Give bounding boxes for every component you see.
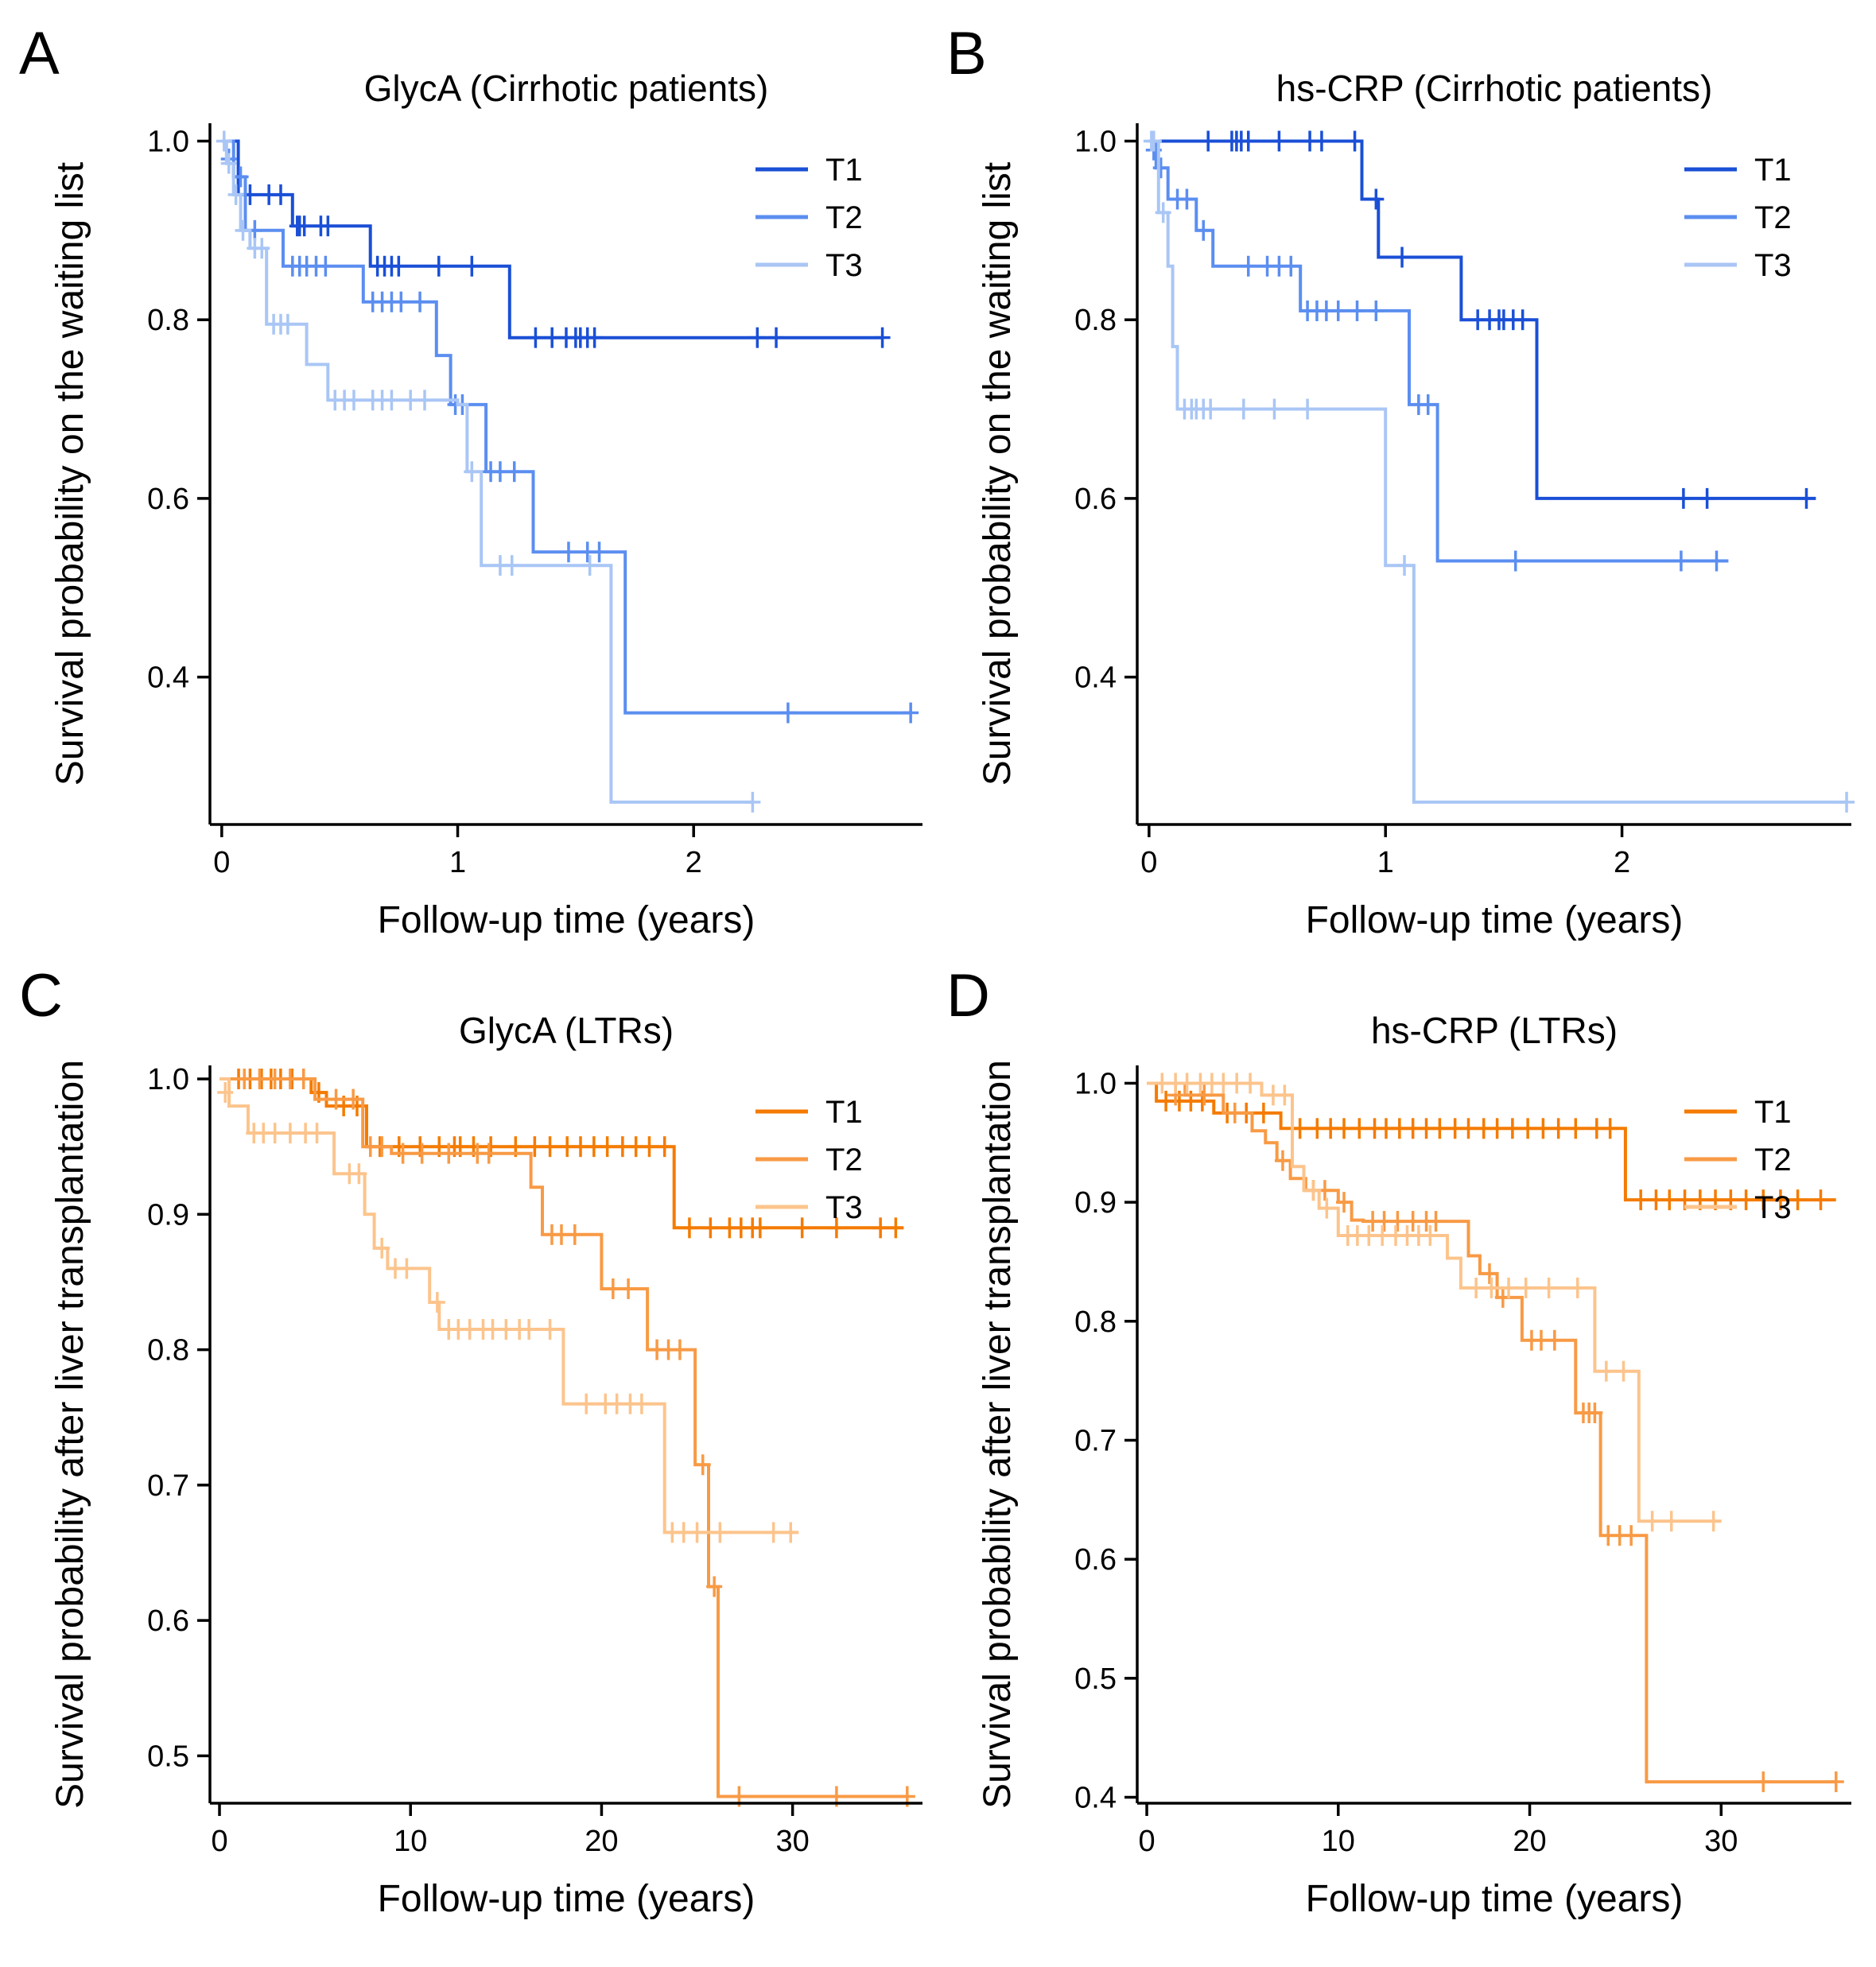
survival-curve [221,139,753,804]
y-tick-label: 0.4 [147,661,189,695]
series-t3 [1147,1073,1722,1532]
panel-title: hs-CRP (LTRs) [1371,1010,1618,1051]
panel-letter: B [946,20,987,87]
x-axis-label: Follow-up time (years) [1306,899,1684,941]
x-tick-label: 2 [686,846,702,879]
panel-b: Bhs-CRP (Cirrhotic patients) 0 1 2 0.4 0.6 0.8… [946,20,1855,941]
y-tick-label: 0.8 [1074,304,1117,337]
y-tick-label: 0.5 [1074,1662,1117,1696]
survival-curve [221,139,911,715]
series-t2 [1147,1081,1844,1793]
y-tick-label: 0.4 [1074,661,1117,695]
legend-label: T2 [1754,200,1792,235]
x-tick-label: 30 [1704,1825,1738,1858]
x-tick-label: 1 [1377,846,1394,879]
series-t1 [221,139,891,348]
legend-label: T2 [1754,1143,1792,1177]
y-tick-label: 0.6 [147,483,189,516]
x-tick-label: 20 [1513,1825,1546,1858]
x-tick-label: 2 [1614,846,1630,879]
x-tick-label: 1 [449,846,466,879]
legend-label: T1 [1754,1095,1792,1130]
legend-label: T3 [1754,248,1792,283]
series-t1 [1148,130,1816,509]
y-tick-label: 0.8 [147,1334,189,1368]
y-tick-label: 0.7 [147,1469,189,1503]
y-tick-label: 0.6 [1074,483,1117,516]
x-tick-label: 10 [1322,1825,1355,1858]
y-tick-label: 1.0 [147,125,189,158]
series-t2 [220,139,919,724]
series-t3 [1143,130,1855,813]
panel-title: GlycA (LTRs) [459,1010,674,1051]
series-t3 [216,130,761,813]
x-tick-label: 0 [213,846,230,879]
y-axis-label: Survival probability on the waiting list [977,162,1019,786]
legend-label: T1 [1754,153,1792,188]
y-tick-label: 0.9 [1074,1186,1117,1220]
x-tick-label: 20 [585,1825,618,1858]
y-tick-label: 0.8 [147,304,189,337]
legend: T1 T2 T3 [1684,1095,1792,1225]
legend: T1 T2 T3 [755,153,863,283]
survival-curve [1147,1081,1836,1202]
y-tick-label: 0.6 [1074,1543,1117,1577]
legend-label: T3 [1754,1190,1792,1225]
series-t1 [1147,1081,1836,1211]
panel-a: A GlycA (Cirrhotic patients) 0 1 2 0.4 0.6 0.8 1… [19,20,922,941]
legend: T1 T2 T3 [1684,153,1792,283]
y-tick-label: 0.7 [1074,1424,1117,1457]
series-t2 [219,1069,915,1807]
y-tick-label: 0.5 [147,1740,189,1773]
y-tick-label: 0.9 [147,1198,189,1232]
legend-label: T2 [825,200,863,235]
y-axis-label: Survival probability after liver transpl… [49,1060,91,1809]
survival-curve [1147,1081,1836,1784]
series-t3 [217,1077,799,1543]
legend: T1 T2 T3 [755,1095,863,1225]
y-tick-label: 1.0 [1074,1067,1117,1100]
y-tick-label: 0.4 [1074,1782,1117,1815]
legend-label: T3 [825,248,863,283]
survival-curve [1148,139,1847,804]
series-t2 [1145,139,1729,572]
legend-label: T1 [825,1095,863,1130]
panel-c: C GlycA (LTRs) 0 10 20 30 0.5 0.6 0.7 0.8 0.9 1.0 Fo… [19,962,922,1920]
y-tick-label: 0.8 [1074,1306,1117,1339]
x-tick-label: 0 [211,1825,227,1858]
panel-letter: C [19,962,63,1030]
panel-letter: A [19,20,60,87]
panel-title: GlycA (Cirrhotic patients) [364,68,769,109]
legend-label: T3 [825,1190,863,1225]
y-tick-label: 0.6 [147,1604,189,1638]
y-axis-label: Survival probability on the waiting list [49,162,91,786]
panel-d: Dhs-CRP (LTRs) 0 10 20 30 0.4 0.5 0.6 0.7 0.8 0.9 1… [946,962,1851,1920]
x-axis-label: Follow-up time (years) [378,1878,755,1920]
legend-label: T2 [825,1143,863,1177]
y-tick-label: 1.0 [147,1063,189,1096]
y-axis-label: Survival probability after liver transpl… [977,1060,1019,1809]
survival-curve [219,1077,907,1798]
panel-title: hs-CRP (Cirrhotic patients) [1276,68,1713,109]
x-tick-label: 0 [1138,1825,1155,1858]
survival-curve [1148,139,1816,500]
series-t1 [219,1069,904,1239]
x-axis-label: Follow-up time (years) [378,899,755,941]
y-tick-label: 1.0 [1074,125,1117,158]
x-axis-label: Follow-up time (years) [1306,1878,1684,1920]
x-tick-label: 0 [1140,846,1157,879]
panel-letter: D [946,962,990,1030]
x-tick-label: 10 [394,1825,427,1858]
legend-label: T1 [825,153,863,188]
survival-curve [1147,1081,1722,1523]
x-tick-label: 30 [776,1825,810,1858]
